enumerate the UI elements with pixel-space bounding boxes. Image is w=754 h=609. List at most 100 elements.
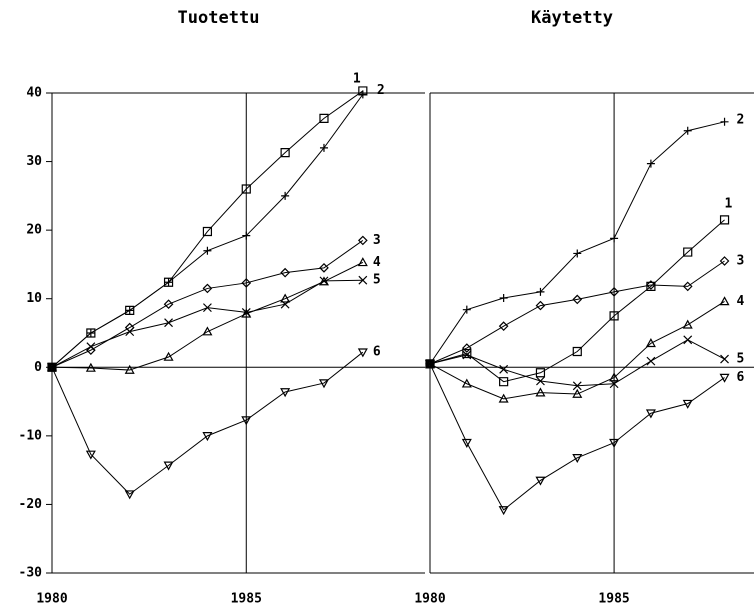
marker <box>461 438 472 448</box>
marker <box>499 294 508 303</box>
series-line <box>429 260 725 365</box>
marker <box>203 246 212 255</box>
marker <box>462 350 472 360</box>
marker <box>498 321 509 331</box>
marker <box>280 388 291 398</box>
marker <box>124 364 135 374</box>
series-label: 4 <box>373 255 381 270</box>
marker <box>646 356 656 366</box>
marker <box>163 351 174 361</box>
series-label: 4 <box>737 294 745 309</box>
marker <box>242 231 251 240</box>
marker <box>280 267 290 278</box>
marker <box>683 335 693 345</box>
marker <box>572 388 583 398</box>
marker <box>498 393 509 403</box>
y-tick-label: 30 <box>26 154 42 169</box>
marker <box>241 308 252 318</box>
marker <box>719 373 730 383</box>
series-line <box>429 339 725 387</box>
marker <box>202 326 213 336</box>
series-line <box>51 240 364 368</box>
series-label: 5 <box>737 352 745 367</box>
marker <box>683 126 692 135</box>
series-line <box>429 219 725 383</box>
y-tick-label: 0 <box>34 360 42 375</box>
marker <box>572 346 582 357</box>
marker <box>462 348 472 359</box>
marker <box>318 379 329 389</box>
marker <box>85 362 96 372</box>
marker <box>241 184 251 194</box>
marker <box>719 256 730 266</box>
marker <box>645 409 656 419</box>
marker <box>461 343 472 353</box>
y-tick-label: 10 <box>26 291 42 306</box>
marker <box>461 378 472 388</box>
marker <box>682 319 693 329</box>
marker <box>125 306 134 315</box>
series-line <box>51 90 364 368</box>
marker <box>719 215 730 225</box>
marker <box>720 354 729 364</box>
marker <box>682 281 693 292</box>
marker <box>646 159 655 168</box>
series-label: 3 <box>373 233 381 248</box>
marker <box>125 327 135 337</box>
marker <box>424 360 436 370</box>
marker <box>280 293 291 303</box>
marker <box>241 278 252 288</box>
marker <box>86 328 96 338</box>
series-line <box>429 121 725 365</box>
marker <box>499 364 509 374</box>
marker <box>357 348 368 358</box>
series-label: 5 <box>373 273 381 288</box>
x-tick-label: 1980 <box>414 592 445 607</box>
marker <box>719 296 730 306</box>
series-line <box>51 261 364 371</box>
marker <box>202 226 213 237</box>
marker <box>280 299 290 309</box>
y-tick-label: 40 <box>26 86 42 101</box>
marker <box>609 372 620 382</box>
marker <box>646 280 656 290</box>
marker <box>682 399 693 409</box>
marker <box>609 311 619 321</box>
marker <box>536 287 545 296</box>
series-label: 2 <box>377 83 385 98</box>
marker <box>609 438 620 448</box>
marker <box>358 90 367 99</box>
series-label: 1 <box>353 71 361 86</box>
marker <box>47 362 57 372</box>
y-tick-label: -10 <box>19 428 43 443</box>
marker <box>85 450 96 460</box>
marker <box>202 432 213 442</box>
marker <box>573 249 582 258</box>
marker <box>163 461 174 471</box>
marker <box>610 234 619 243</box>
y-tick-label: 20 <box>26 223 42 238</box>
marker <box>163 299 174 310</box>
series-label: 6 <box>737 370 745 385</box>
marker <box>46 363 58 373</box>
marker <box>535 368 546 378</box>
marker <box>609 287 619 297</box>
series-label: 3 <box>737 254 745 269</box>
marker <box>124 490 135 500</box>
series-label: 1 <box>725 196 733 211</box>
marker <box>499 377 509 387</box>
marker <box>357 235 368 246</box>
marker <box>241 308 251 317</box>
series-label: 6 <box>373 345 381 360</box>
marker <box>535 300 546 311</box>
x-tick-label: 1980 <box>36 592 67 607</box>
marker <box>462 305 471 314</box>
marker <box>281 191 290 200</box>
marker <box>319 263 329 273</box>
chart-title: Tuotettu <box>178 8 260 28</box>
marker <box>86 329 95 337</box>
marker <box>609 379 619 389</box>
marker <box>357 257 368 267</box>
marker <box>125 305 135 315</box>
